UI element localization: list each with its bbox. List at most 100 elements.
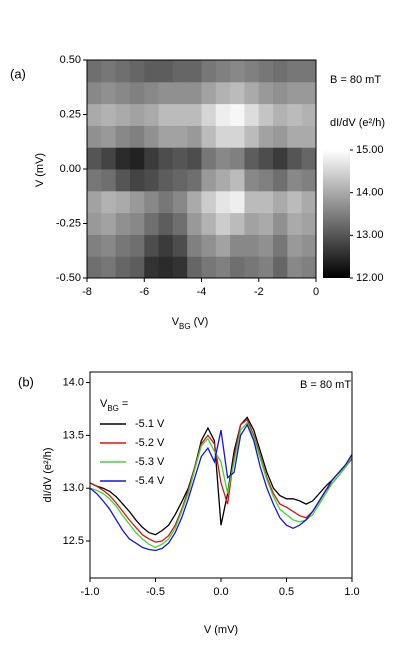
heat-cell <box>301 256 317 279</box>
heat-cell <box>287 103 303 126</box>
colorbar-tick-label: 14.00 <box>356 187 384 199</box>
heat-cell <box>215 234 231 257</box>
heat-cell <box>201 103 217 126</box>
heat-cell <box>158 190 174 214</box>
heat-cell <box>287 81 303 105</box>
data-line <box>90 421 352 549</box>
data-line <box>90 416 352 536</box>
heat-cell <box>101 190 117 214</box>
heat-cell <box>172 190 188 214</box>
heat-cell <box>287 190 303 214</box>
heat-cell <box>258 212 274 235</box>
heat-cell <box>172 169 188 192</box>
heat-cell <box>101 60 117 83</box>
heat-cell <box>201 147 217 170</box>
heat-cell <box>273 125 288 148</box>
heat-cell <box>187 60 202 83</box>
label-rest: = <box>122 398 128 410</box>
heat-cell <box>158 147 174 170</box>
heat-cell <box>301 169 317 192</box>
heat-cell <box>187 81 202 105</box>
label-main: V <box>100 398 108 410</box>
y-tick-label: 13.0 <box>63 482 84 494</box>
colorbar <box>323 150 350 278</box>
label-main: V <box>172 316 180 328</box>
heat-cell <box>87 256 102 279</box>
heat-cell <box>258 190 274 214</box>
heat-cell <box>187 190 202 214</box>
heat-cell <box>187 234 202 257</box>
heat-cell <box>144 60 160 83</box>
heat-cell <box>158 234 174 257</box>
heat-cell <box>187 256 202 279</box>
heat-cell <box>144 190 160 214</box>
heat-cell <box>215 81 231 105</box>
y-tick-label: 13.5 <box>63 429 84 441</box>
colorbar-tick-label: 12.00 <box>356 272 384 284</box>
heat-cell <box>87 190 102 214</box>
heat-cell <box>273 256 288 279</box>
heat-cell <box>101 234 117 257</box>
heat-cell <box>215 147 231 170</box>
heat-cell <box>129 81 145 105</box>
annotation: B = 80 mT <box>300 379 351 391</box>
heat-cell <box>230 190 245 214</box>
heat-cell <box>273 169 288 192</box>
label-sub: BG <box>179 322 191 331</box>
heat-cell <box>115 212 131 235</box>
heat-cell <box>201 125 217 148</box>
heat-cell <box>230 169 245 192</box>
legend-label: -5.3 V <box>135 456 165 468</box>
heat-cell <box>172 60 188 83</box>
heat-cell <box>87 125 102 148</box>
heat-cell <box>258 256 274 279</box>
x-tick-label: -8 <box>82 286 92 298</box>
y-axis-label: dI/dV (e²/h) <box>42 447 54 502</box>
heat-cell <box>244 190 260 214</box>
y-tick-label: 0.00 <box>60 163 81 175</box>
heat-cell <box>244 103 260 126</box>
heat-cell <box>129 60 145 83</box>
heat-cell <box>258 60 274 83</box>
x-tick-label: -2 <box>254 286 264 298</box>
heat-cell <box>230 125 245 148</box>
heat-cell <box>301 60 317 83</box>
heat-cell <box>144 234 160 257</box>
heat-cell <box>215 190 231 214</box>
heat-cell <box>187 103 202 126</box>
heat-cell <box>115 169 131 192</box>
heat-cell <box>115 60 131 83</box>
legend-label: -5.1 V <box>135 418 165 430</box>
heat-cell <box>158 125 174 148</box>
heat-cell <box>158 60 174 83</box>
colorbar-tick-label: 13.00 <box>356 229 384 241</box>
heat-cell <box>87 169 102 192</box>
heat-cell <box>187 212 202 235</box>
heat-cell <box>115 147 131 170</box>
heat-cell <box>301 147 317 170</box>
heat-cell <box>287 234 303 257</box>
heat-cell <box>244 256 260 279</box>
heat-cell <box>215 169 231 192</box>
heat-cell <box>215 125 231 148</box>
y-tick-label: -0.50 <box>56 272 81 284</box>
heat-cell <box>215 256 231 279</box>
heat-cell <box>144 169 160 192</box>
heat-cell <box>230 81 245 105</box>
heat-cell <box>230 234 245 257</box>
heat-cell <box>301 212 317 235</box>
heat-cell <box>101 169 117 192</box>
data-line <box>90 423 352 552</box>
heat-cell <box>230 60 245 83</box>
heat-cell <box>201 190 217 214</box>
heat-cell <box>287 256 303 279</box>
heat-cell <box>172 125 188 148</box>
x-tick-label: -1.0 <box>81 586 100 598</box>
heat-cell <box>129 212 145 235</box>
heat-cell <box>301 125 317 148</box>
heat-cell <box>258 147 274 170</box>
heat-cell <box>115 234 131 257</box>
x-tick-label: 0 <box>313 286 319 298</box>
heat-cell <box>273 60 288 83</box>
